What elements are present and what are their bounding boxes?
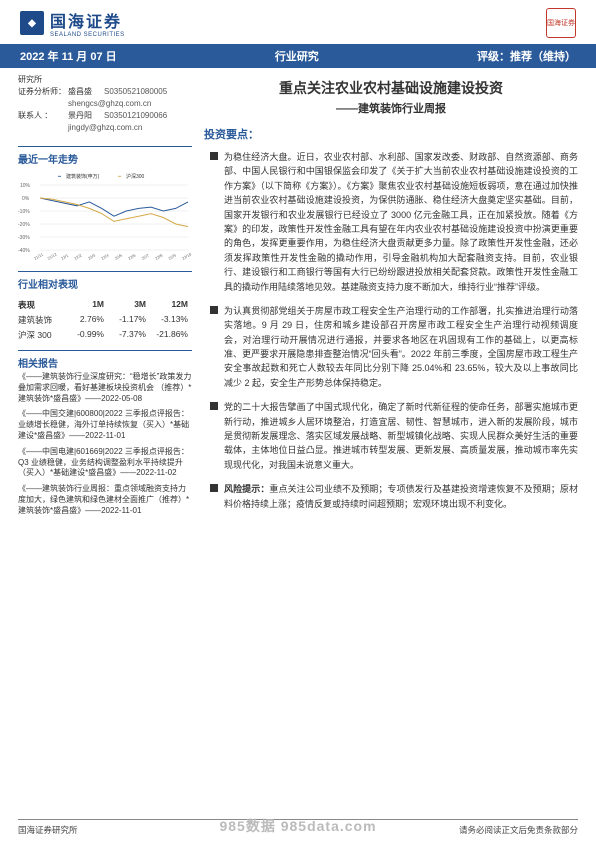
perf-hdr: 12M — [146, 299, 188, 311]
perf-hdr: 表现 — [18, 299, 62, 311]
title-bar: 2022 年 11 月 07 日 行业研究 评级：推荐（维持） — [0, 44, 596, 68]
bullet-text: 党的二十大报告擘画了中国式现代化，确定了新时代新征程的使命任务，部署实施城市更新… — [224, 400, 578, 472]
analyst-name: 盛昌盛 — [68, 86, 104, 98]
analyst-code: S0350521080005 — [104, 86, 167, 98]
bullet-marker-icon — [210, 402, 218, 410]
related-report-item: 《——中国交建|600800|2022 三季报点评报告：业绩增长稳健，海外订单持… — [18, 409, 192, 441]
svg-text:沪深300: 沪深300 — [126, 173, 145, 180]
related-report-item: 《——建筑装饰行业周报：重点领域融资支持力度加大，绿色建筑和绿色建材全面推广（推… — [18, 484, 192, 516]
company-name-en: SEALAND SECURITIES — [50, 32, 125, 38]
report-date: 2022 年 11 月 07 日 — [20, 48, 117, 64]
trend-chart: ━ 建筑装饰(申万) ━ 沪深300 10% 0% -10% -20% -30%… — [18, 170, 192, 265]
contact-email: jingdy@ghzq.com.cn — [68, 122, 192, 134]
perf-cell: 2.76% — [62, 314, 104, 326]
watermark-text: 985数据 985data.com — [219, 816, 376, 836]
risk-text: 风险提示：重点关注公司业绩不及预期；专项债发行及基建投资增速恢复不及预期；原材料… — [224, 482, 578, 511]
bullet-text: 为认真贯彻部党组关于房屋市政工程安全生产治理行动的工作部署，扎实推进治理行动落实… — [224, 304, 578, 390]
footer-left: 国海证券研究所 — [18, 824, 78, 836]
perf-cell: -1.17% — [104, 314, 146, 326]
svg-text:10%: 10% — [20, 183, 31, 189]
report-category: 行业研究 — [275, 48, 319, 64]
bullet-marker-icon — [210, 484, 218, 492]
perf-cell: -3.13% — [146, 314, 188, 326]
contact-name: 景丹阳 — [68, 110, 104, 122]
performance-title: 行业相对表现 — [18, 271, 192, 293]
svg-text:0%: 0% — [22, 196, 30, 202]
bullet-item: 风险提示：重点关注公司业绩不及预期；专项债发行及基建投资增速恢复不及预期；原材料… — [204, 482, 578, 511]
svg-text:-20%: -20% — [18, 222, 30, 228]
bullet-item: 为认真贯彻部党组关于房屋市政工程安全生产治理行动的工作部署，扎实推进治理行动落实… — [204, 304, 578, 390]
footer-right: 请务必阅读正文后免责条款部分 — [459, 824, 578, 836]
report-rating: 评级：推荐（维持） — [477, 48, 576, 64]
svg-text:-10%: -10% — [18, 209, 30, 215]
analyst-email: shengcs@ghzq.com.cn — [68, 98, 192, 110]
analyst-label: 证券分析师： — [18, 86, 68, 98]
performance-table: 表现 1M 3M 12M 建筑装饰 2.76% -1.17% -3.13% 沪深… — [18, 297, 192, 342]
perf-hdr: 3M — [104, 299, 146, 311]
perf-cell: -21.86% — [146, 329, 188, 341]
contact-code: S0350121090066 — [104, 110, 167, 122]
report-title: 重点关注农业农村基础设施建设投资 — [204, 68, 578, 100]
trend-title: 最近一年走势 — [18, 146, 192, 168]
bullet-marker-icon — [210, 306, 218, 314]
logo-block: ◆ 国海证券 SEALAND SECURITIES — [20, 8, 125, 38]
related-report-item: 《——中国电建|601669|2022 三季报点评报告：Q3 业绩稳健，业务结构… — [18, 447, 192, 479]
related-report-item: 《——建筑装饰行业深度研究：“稳增长”政策发力叠加需求回暖，看好基建板块投资机会… — [18, 372, 192, 404]
company-logo-icon: ◆ — [20, 11, 44, 35]
perf-cell: -7.37% — [104, 329, 146, 341]
key-points-heading: 投资要点： — [204, 126, 578, 142]
company-name-cn: 国海证券 — [50, 8, 125, 32]
bullet-item: 为稳住经济大盘。近日，农业农村部、水利部、国家发改委、财政部、自然资源部、商务部… — [204, 150, 578, 294]
risk-label: 风险提示： — [224, 484, 269, 494]
trend-svg: ━ 建筑装饰(申万) ━ 沪深300 10% 0% -10% -20% -30%… — [18, 170, 192, 265]
svg-text:-30%: -30% — [18, 235, 30, 241]
analyst-block: 研究所 证券分析师： 盛昌盛 S0350521080005 shengcs@gh… — [18, 68, 192, 142]
risk-body: 重点关注公司业绩不及预期；专项债发行及基建投资增速恢复不及预期；原材料价格持续上… — [224, 484, 578, 508]
perf-hdr: 1M — [62, 299, 104, 311]
report-subtitle: ——建筑装饰行业周报 — [204, 100, 578, 126]
perf-cell: 建筑装饰 — [18, 314, 62, 326]
perf-cell: -0.99% — [62, 329, 104, 341]
perf-cell: 沪深 300 — [18, 329, 62, 341]
related-title: 相关报告 — [18, 350, 192, 372]
bullet-item: 党的二十大报告擘画了中国式现代化，确定了新时代新征程的使命任务，部署实施城市更新… — [204, 400, 578, 472]
dept-label: 研究所 — [18, 74, 192, 86]
left-sidebar: 研究所 证券分析师： 盛昌盛 S0350521080005 shengcs@gh… — [18, 68, 192, 522]
contact-label: 联系人 ： — [18, 110, 68, 122]
company-seal-icon: 国海证券 — [546, 8, 576, 38]
main-content: 重点关注农业农村基础设施建设投资 ——建筑装饰行业周报 投资要点： 为稳住经济大… — [204, 68, 578, 522]
svg-text:-40%: -40% — [18, 248, 30, 254]
bullet-marker-icon — [210, 152, 218, 160]
svg-text:建筑装饰(申万): 建筑装饰(申万) — [66, 173, 100, 180]
bullet-text: 为稳住经济大盘。近日，农业农村部、水利部、国家发改委、财政部、自然资源部、商务部… — [224, 150, 578, 294]
page-header: ◆ 国海证券 SEALAND SECURITIES 国海证券 — [0, 0, 596, 44]
